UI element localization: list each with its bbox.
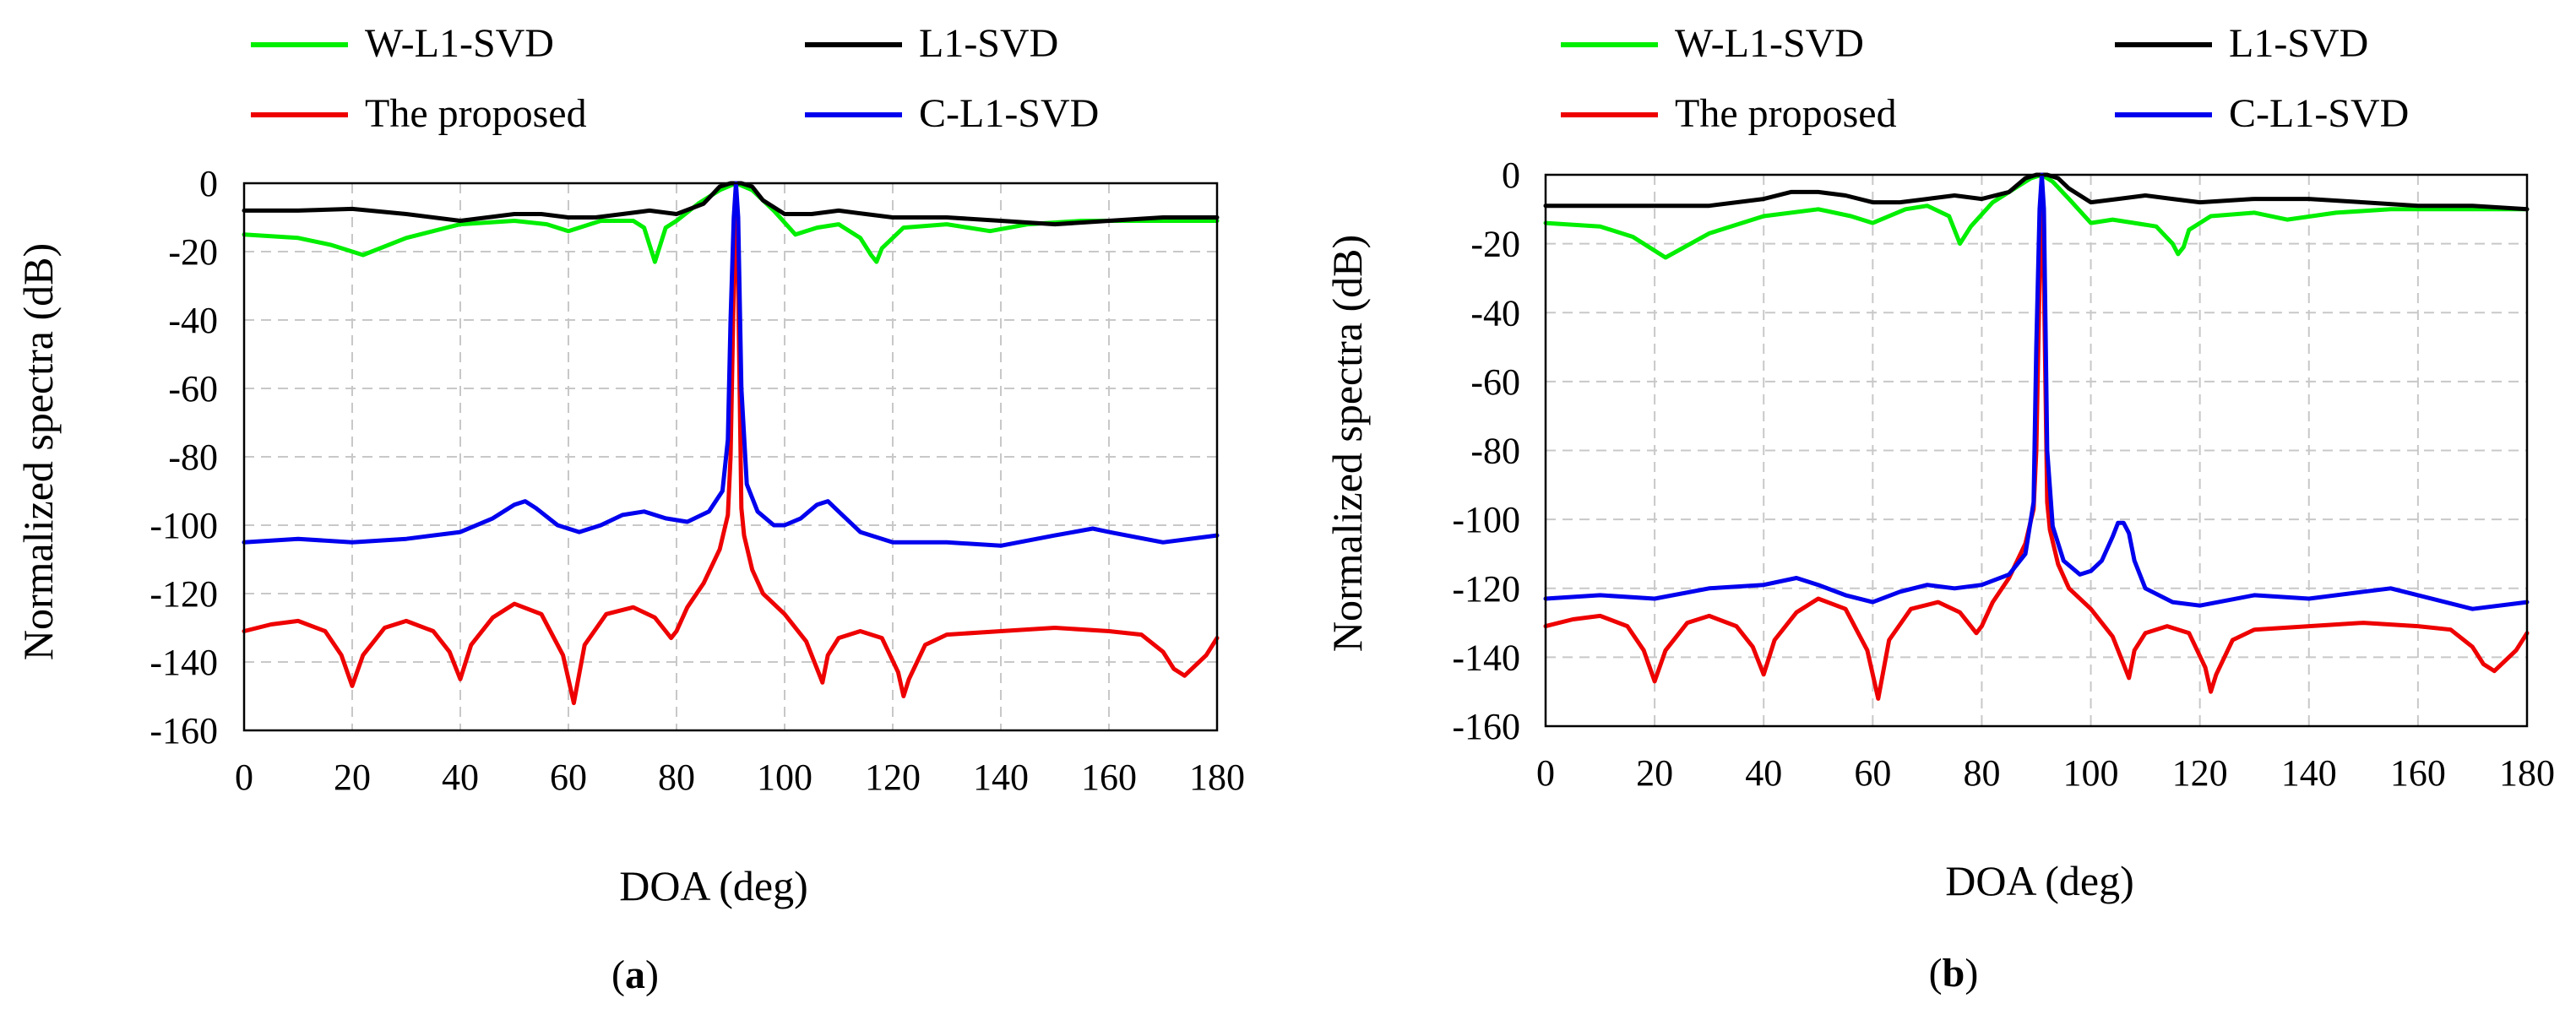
panel-b-x-tick-label: 20 <box>1636 752 1673 794</box>
panel-a-y-tick-label: 0 <box>199 163 218 204</box>
panel-a-x-tick-label: 180 <box>1189 757 1245 798</box>
panel-b-x-tick-label: 40 <box>1745 752 1782 794</box>
panel-b-y-tick-label: -80 <box>1470 431 1520 472</box>
panel-a-x-axis-title: DOA (deg) <box>619 862 808 909</box>
panel-b-caption-open: ( <box>1929 951 1943 996</box>
panel-b-caption-letter: b <box>1943 951 1965 996</box>
panel-a-legend-item-the-proposed: The proposed <box>251 91 587 136</box>
panel-a-x-tick-label: 40 <box>442 757 479 798</box>
panel-a-caption-close: ) <box>645 952 659 997</box>
panel-b-y-tick-label: -160 <box>1452 706 1520 747</box>
panel-b-plot-frame <box>1544 173 2529 728</box>
panel-a-legend-item-w-l1-svd: W-L1-SVD <box>251 21 554 66</box>
panel-a-grid <box>244 183 1217 730</box>
panel-b-x-tick-label: 180 <box>2499 752 2555 794</box>
panel-b-x-tick-label: 140 <box>2281 752 2337 794</box>
panel-b-x-tick-label: 0 <box>1536 752 1555 794</box>
panel-b-y-tick-label: -40 <box>1470 292 1520 334</box>
panel-a-x-tick-label: 140 <box>973 757 1029 798</box>
panel-a-y-axis-title: Normalized spectra (dB) <box>14 243 62 660</box>
panel-b-caption-close: ) <box>1965 951 1978 996</box>
panel-b-legend-label-c-l1-svd: C-L1-SVD <box>2229 91 2409 136</box>
panel-b: W-L1-SVD L1-SVD The proposed C-L1-SVD 0 20 40… <box>1323 21 2555 996</box>
panel-b-series-line-c-l1-svd <box>1543 172 2530 611</box>
panel-a-x-tick-label: 20 <box>334 757 371 798</box>
panel-a-legend-label-w-l1-svd: W-L1-SVD <box>365 21 554 66</box>
panel-b-x-tick-label: 120 <box>2172 752 2228 794</box>
panel-a-y-tick-label: -80 <box>168 437 218 478</box>
panel-a-legend-item-c-l1-svd: C-L1-SVD <box>805 91 1099 136</box>
panel-a-y-tick-label: -120 <box>149 573 218 615</box>
panel-b-legend-item-c-l1-svd: C-L1-SVD <box>2115 91 2409 136</box>
panel-b-legend-label-w-l1-svd: W-L1-SVD <box>1675 21 1864 66</box>
panel-b-y-tick-label: 0 <box>1502 155 1520 196</box>
panel-a-x-tick-label: 160 <box>1081 757 1137 798</box>
panel-a-y-tick-label: -140 <box>149 642 218 683</box>
panel-a-caption: (a) <box>611 952 659 997</box>
panel-a-frame <box>242 182 1219 732</box>
panel-b-y-tick-label: -140 <box>1452 637 1520 678</box>
panel-b-x-axis-title: DOA (deg) <box>1945 857 2134 904</box>
panel-a-ticks: 0 20 40 60 80 100 120 140 160 180 0 -20 -40 -60 -80 -10… <box>149 163 1245 798</box>
panel-a: W-L1-SVD L1-SVD The proposed C-L1-SVD 0 20 40… <box>14 21 1245 997</box>
panel-a-series-line-c-l1-svd <box>242 181 1220 548</box>
panel-b-legend-label-the-proposed: The proposed <box>1675 91 1897 136</box>
panel-b-y-tick-label: -20 <box>1470 224 1520 265</box>
panel-a-x-tick-label: 120 <box>865 757 921 798</box>
panel-b-y-tick-label: -120 <box>1452 568 1520 610</box>
panel-a-x-tick-label: 60 <box>550 757 587 798</box>
panel-a-legend-item-l1-svd: L1-SVD <box>805 21 1058 66</box>
panel-a-y-tick-label: -40 <box>168 300 218 341</box>
panel-b-frame <box>1544 173 2529 728</box>
panel-a-legend: W-L1-SVD L1-SVD The proposed C-L1-SVD <box>251 21 1099 136</box>
panel-a-caption-letter: a <box>625 952 645 997</box>
panel-b-legend: W-L1-SVD L1-SVD The proposed C-L1-SVD <box>1561 21 2409 136</box>
panel-b-caption: (b) <box>1929 951 1979 996</box>
panel-a-y-tick-label: -100 <box>149 505 218 546</box>
panel-a-caption-open: ( <box>611 952 625 997</box>
panel-b-y-tick-label: -60 <box>1470 361 1520 403</box>
panel-a-x-tick-label: 100 <box>757 757 812 798</box>
panel-a-legend-label-c-l1-svd: C-L1-SVD <box>919 91 1099 136</box>
panel-b-legend-item-the-proposed: The proposed <box>1561 91 1897 136</box>
panel-b-y-tick-label: -100 <box>1452 499 1520 540</box>
panel-b-x-tick-label: 100 <box>2063 752 2119 794</box>
panel-a-x-tick-label: 80 <box>658 757 695 798</box>
panel-b-x-tick-label: 60 <box>1854 752 1891 794</box>
panel-b-legend-item-w-l1-svd: W-L1-SVD <box>1561 21 1864 66</box>
panel-b-y-axis-title: Normalized spectra (dB) <box>1323 235 1371 652</box>
panel-b-ticks: 0 20 40 60 80 100 120 140 160 180 0 -20 -40 -60 -80 -10… <box>1452 155 2555 794</box>
panel-b-legend-label-l1-svd: L1-SVD <box>2229 21 2368 66</box>
panel-a-series-line-w-l1-svd <box>242 181 1220 264</box>
panel-b-x-tick-label: 80 <box>1963 752 2000 794</box>
panel-a-legend-label-l1-svd: L1-SVD <box>919 21 1058 66</box>
panel-a-y-tick-label: -60 <box>168 368 218 410</box>
panel-a-y-tick-label: -20 <box>168 231 218 273</box>
panel-a-plot-frame <box>242 182 1219 732</box>
panel-a-legend-label-the-proposed: The proposed <box>365 91 587 136</box>
panel-b-x-tick-label: 160 <box>2390 752 2446 794</box>
panel-a-series-line-the-proposed <box>242 181 1220 706</box>
panel-a-x-tick-label: 0 <box>235 757 253 798</box>
panel-a-y-tick-label: -160 <box>149 710 218 751</box>
panel-b-legend-item-l1-svd: L1-SVD <box>2115 21 2368 66</box>
